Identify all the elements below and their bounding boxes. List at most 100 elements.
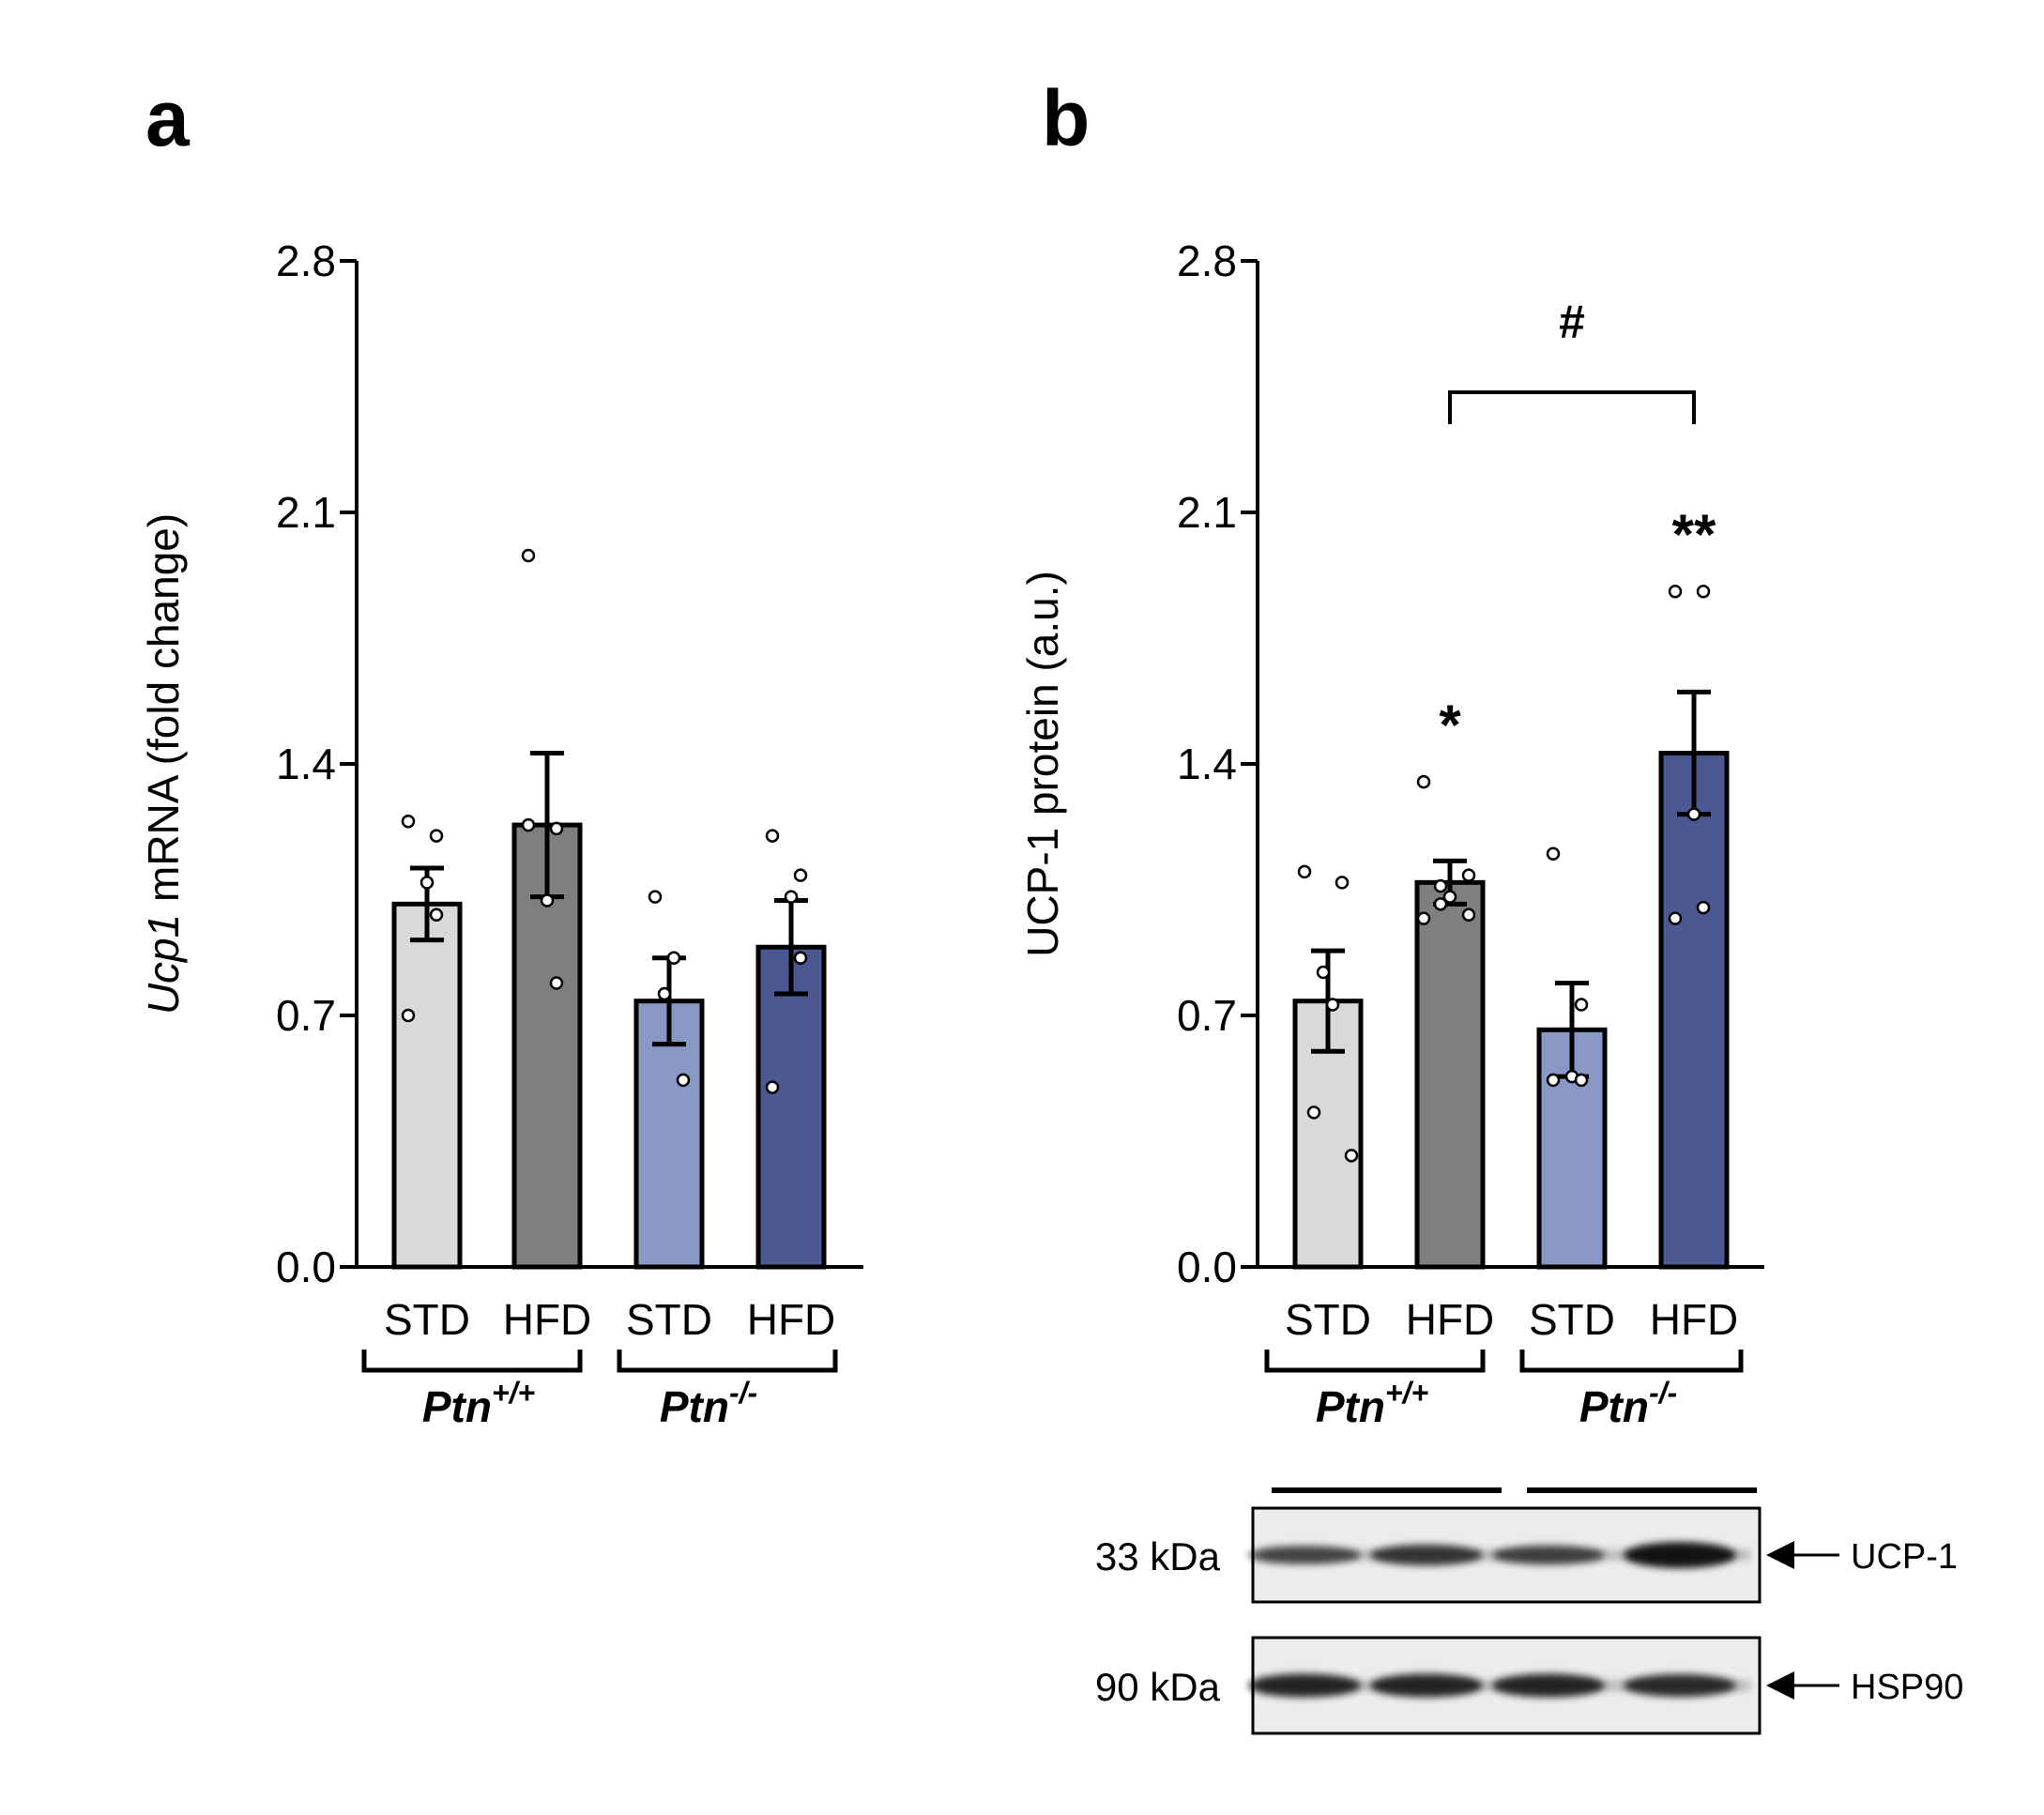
y-axis-label-text: mRNA (fold change): [139, 513, 188, 914]
category-label: HFD: [503, 1295, 592, 1344]
comparison-bracket: [1448, 390, 1696, 424]
blot-band: [1370, 1673, 1483, 1698]
data-point: [521, 817, 536, 832]
data-point: [1546, 1073, 1561, 1088]
data-point: [1316, 965, 1331, 980]
category-label: STD: [1529, 1295, 1615, 1344]
data-point: [793, 951, 808, 965]
significance-marker: **: [1672, 503, 1716, 566]
genotype-superscript: -/-: [729, 1376, 757, 1410]
blot-band: [1370, 1544, 1483, 1566]
genotype-label: Ptn-/-: [660, 1376, 757, 1431]
genotype-gene: Ptn: [1579, 1382, 1649, 1431]
data-point: [401, 1008, 416, 1023]
panel-label-a: a: [145, 74, 191, 162]
panel-a-chart: 0.0 0.7 1.4 2.1 2.8 Ucp1 mRNA (fold change) ST…: [139, 236, 863, 1431]
significance-marker: *: [1439, 694, 1461, 756]
data-point: [1668, 911, 1683, 925]
band-protein-label: HSP90: [1851, 1668, 1963, 1707]
data-point: [765, 1080, 780, 1094]
data-point: [666, 951, 681, 965]
genotype-superscript: +/+: [1385, 1376, 1428, 1410]
data-point: [429, 908, 444, 923]
genotype-label: Ptn-/-: [1579, 1376, 1677, 1431]
category-label: HFD: [1406, 1295, 1495, 1344]
blot-band: [1624, 1542, 1736, 1568]
y-tick-label: 0.7: [1177, 991, 1237, 1040]
data-point: [1696, 900, 1711, 915]
category-label: STD: [1285, 1295, 1371, 1344]
genotype-label: Ptn+/+: [422, 1376, 535, 1431]
western-blot: 33 kDa UCP-1 90 kDa HSP90: [1095, 1487, 1963, 1735]
blot-band: [1624, 1673, 1736, 1698]
genotype-gene: Ptn: [660, 1382, 729, 1431]
y-tick-label: 1.4: [1177, 740, 1237, 788]
data-point: [657, 986, 672, 1001]
genotype-gene: Ptn: [1316, 1382, 1385, 1431]
data-point: [1297, 864, 1312, 879]
genotype-bracket: [361, 1350, 583, 1373]
y-tick-label: 2.8: [276, 236, 336, 285]
category-label: STD: [626, 1295, 712, 1344]
data-point: [540, 893, 555, 908]
category-label: STD: [384, 1295, 470, 1344]
data-point: [1433, 878, 1448, 893]
y-tick-label: 2.1: [276, 488, 336, 537]
genotype-superscript: -/-: [1649, 1376, 1677, 1410]
data-point: [1461, 908, 1476, 923]
y-tick-label: 0.0: [276, 1243, 336, 1291]
y-tick-label: 2.1: [1177, 488, 1237, 537]
data-point: [1546, 846, 1561, 861]
data-point: [1344, 1149, 1359, 1163]
data-point: [1461, 868, 1476, 882]
data-point: [793, 868, 808, 882]
y-tick-label: 0.0: [1177, 1243, 1237, 1291]
panel-b-chart: 0.0 0.7 1.4 2.1 2.8 UCP-1 protein (a.u.) STD HF…: [1018, 236, 1764, 1431]
genotype-label: Ptn+/+: [1316, 1376, 1428, 1431]
data-point: [1574, 1073, 1589, 1088]
data-point: [549, 821, 564, 836]
data-point: [1696, 584, 1711, 599]
data-point: [1442, 890, 1457, 904]
data-point: [419, 876, 435, 890]
data-point: [1433, 897, 1448, 911]
bar: [1414, 879, 1486, 1270]
data-point: [784, 890, 799, 904]
y-tick-label: 2.8: [1177, 236, 1237, 285]
data-point: [1335, 876, 1350, 890]
genotype-gene: Ptn: [422, 1382, 492, 1431]
genotype-bracket: [1519, 1350, 1744, 1373]
data-point: [765, 829, 780, 843]
data-point: [1416, 774, 1431, 789]
data-point: [676, 1073, 691, 1088]
bar: [1658, 751, 1730, 1270]
data-point: [1668, 584, 1683, 599]
y-tick-label: 0.7: [276, 991, 336, 1040]
y-axis-label: Ucp1 mRNA (fold change): [139, 513, 188, 1014]
data-point: [429, 829, 444, 843]
bar: [755, 944, 827, 1270]
data-point: [1574, 998, 1589, 1012]
panel-label-b: b: [1042, 74, 1090, 162]
data-point: [1686, 807, 1701, 821]
y-tick-label: 1.4: [276, 740, 336, 788]
band-protein-label: UCP-1: [1851, 1537, 1958, 1577]
band-size-label: 90 kDa: [1095, 1665, 1221, 1709]
comparison-marker: #: [1559, 296, 1585, 348]
data-point: [401, 815, 416, 829]
data-point: [549, 976, 564, 990]
category-label: HFD: [747, 1295, 836, 1344]
data-point: [1325, 998, 1340, 1012]
blot-band: [1248, 1673, 1361, 1698]
category-label: HFD: [1650, 1295, 1739, 1344]
bar: [391, 901, 463, 1270]
data-point: [1306, 1106, 1321, 1120]
blot-band: [1492, 1545, 1605, 1565]
data-point: [1416, 911, 1431, 925]
data-point: [521, 548, 536, 563]
band-size-label: 33 kDa: [1095, 1534, 1221, 1579]
genotype-superscript: +/+: [492, 1376, 535, 1410]
y-axis-label: UCP-1 protein (a.u.): [1018, 571, 1067, 957]
y-axis-label-gene: Ucp1: [139, 914, 188, 1014]
